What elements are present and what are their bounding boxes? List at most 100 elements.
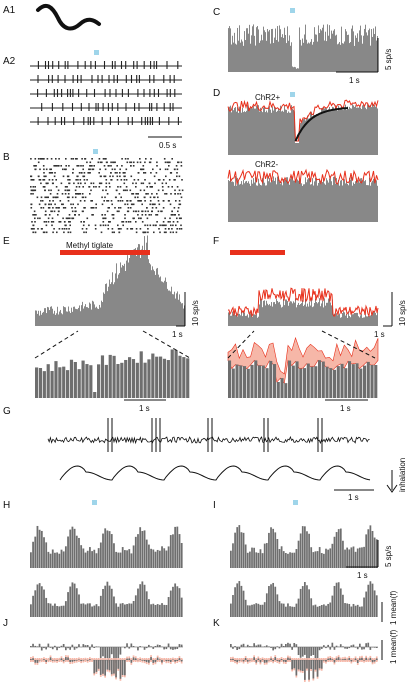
bar — [141, 249, 142, 326]
bar — [278, 660, 281, 662]
bar — [269, 106, 270, 155]
dot — [53, 228, 55, 230]
bar — [64, 307, 65, 326]
bar — [59, 311, 60, 326]
dot — [105, 182, 108, 185]
bar — [258, 178, 259, 222]
bar — [228, 312, 229, 326]
dot — [162, 224, 165, 227]
sniff-psth-h — [30, 525, 183, 681]
scale-label-1s: 1 s — [340, 404, 351, 413]
bar — [165, 660, 168, 662]
bar — [307, 115, 308, 155]
bar — [123, 604, 126, 617]
bar — [309, 301, 310, 326]
bar — [356, 37, 357, 72]
bar — [175, 298, 176, 326]
bar — [346, 31, 347, 72]
bar — [268, 181, 269, 222]
bar — [82, 660, 85, 661]
dot — [71, 210, 74, 213]
bar — [354, 551, 357, 568]
bar — [55, 314, 56, 326]
dot — [171, 158, 173, 160]
bar — [115, 603, 118, 617]
bar — [375, 26, 376, 72]
bar — [336, 366, 340, 398]
bar — [330, 110, 331, 155]
dot — [53, 165, 55, 167]
bar — [375, 312, 376, 326]
bar — [108, 531, 111, 568]
bar — [272, 647, 274, 651]
bar — [38, 643, 41, 647]
bar — [242, 532, 245, 568]
bar — [329, 602, 332, 617]
dot — [77, 203, 79, 206]
bar — [291, 365, 295, 398]
bar — [75, 535, 78, 568]
dot — [135, 210, 137, 213]
bar — [252, 183, 253, 222]
bar — [239, 25, 240, 72]
bar — [339, 588, 342, 617]
dot — [165, 193, 168, 195]
dot — [137, 179, 140, 181]
dot — [52, 221, 55, 223]
bar — [287, 603, 289, 617]
bar — [356, 312, 357, 326]
bar — [354, 658, 357, 660]
dot — [107, 224, 109, 227]
bar — [372, 180, 373, 222]
bar — [372, 103, 373, 155]
bar — [348, 109, 349, 155]
bar — [144, 236, 145, 326]
bar — [296, 68, 297, 72]
dot — [78, 186, 81, 188]
dot — [161, 186, 164, 188]
dot — [122, 189, 125, 192]
dot — [61, 203, 63, 206]
dot — [118, 231, 121, 234]
bar — [63, 306, 64, 326]
bar — [242, 590, 245, 617]
dot — [169, 217, 171, 220]
dot — [48, 207, 51, 209]
bar — [316, 178, 317, 222]
dot — [41, 158, 44, 160]
dot — [124, 203, 126, 206]
bar — [84, 604, 87, 617]
bar — [304, 34, 305, 72]
bar — [126, 643, 128, 647]
dot — [133, 179, 136, 181]
bar — [257, 552, 260, 568]
bar — [150, 264, 151, 326]
bar — [54, 361, 58, 398]
dot — [157, 196, 159, 199]
label-chr2-positive: ChR2+ — [255, 93, 280, 102]
bar — [365, 107, 366, 155]
dot — [43, 172, 45, 174]
dot — [126, 203, 129, 206]
bar — [367, 104, 368, 155]
bar — [312, 44, 313, 72]
dot — [43, 221, 46, 223]
dot — [100, 231, 103, 234]
bar — [238, 313, 239, 326]
bar — [306, 306, 307, 326]
bar — [347, 183, 348, 222]
bar — [234, 311, 235, 326]
dot — [112, 175, 114, 178]
bar — [285, 644, 287, 647]
bar — [274, 647, 277, 650]
bar — [291, 301, 292, 326]
dot — [170, 193, 172, 195]
bar — [168, 290, 169, 326]
dot — [44, 196, 46, 199]
bar — [335, 105, 336, 155]
bar — [265, 305, 266, 326]
bar — [260, 298, 261, 326]
dot — [71, 207, 73, 209]
dot — [35, 214, 37, 216]
bar — [141, 660, 144, 661]
